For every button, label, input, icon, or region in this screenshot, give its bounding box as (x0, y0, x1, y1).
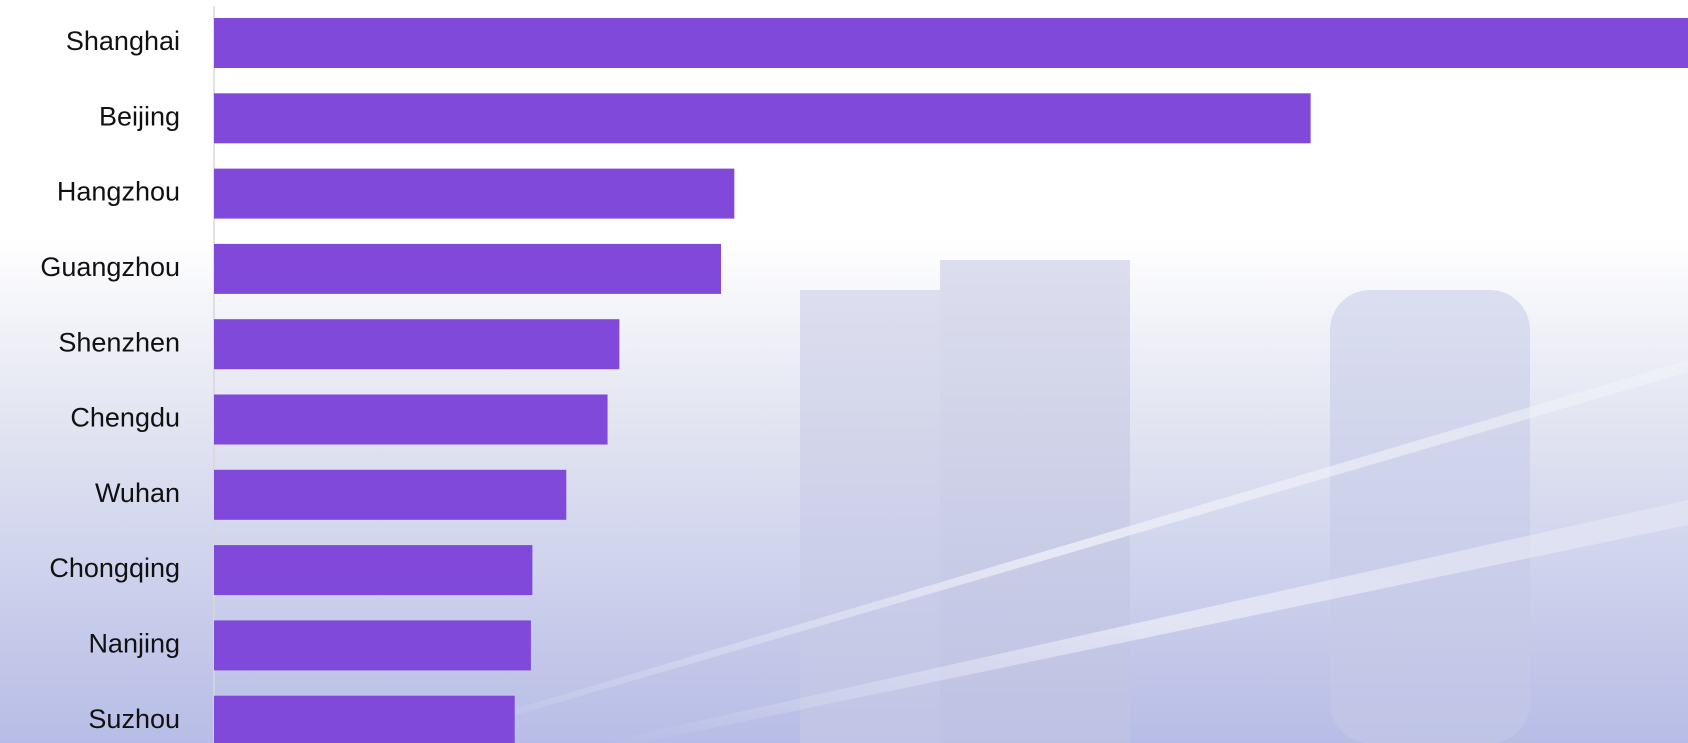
bar (214, 469, 567, 520)
bar (214, 695, 515, 743)
y-tick-label: Shenzhen (58, 327, 180, 357)
bar (214, 243, 722, 294)
y-tick-label: Wuhan (95, 478, 180, 508)
bar (214, 394, 608, 445)
bar (214, 620, 531, 671)
y-tick-label: Chongqing (49, 553, 180, 583)
y-tick-label: Suzhou (88, 704, 180, 734)
bar (214, 18, 1688, 68)
y-tick-label: Beijing (99, 101, 180, 131)
bar (214, 168, 735, 219)
bar (214, 93, 1311, 144)
y-tick-label: Hangzhou (57, 177, 180, 207)
background-decoration (400, 260, 1688, 743)
y-tick-label: Guangzhou (40, 252, 180, 282)
bar (214, 545, 533, 596)
y-tick-label: Chengdu (70, 403, 180, 433)
y-tick-label: Shanghai (66, 26, 180, 56)
bar (214, 319, 620, 370)
y-tick-label: Nanjing (88, 629, 180, 659)
